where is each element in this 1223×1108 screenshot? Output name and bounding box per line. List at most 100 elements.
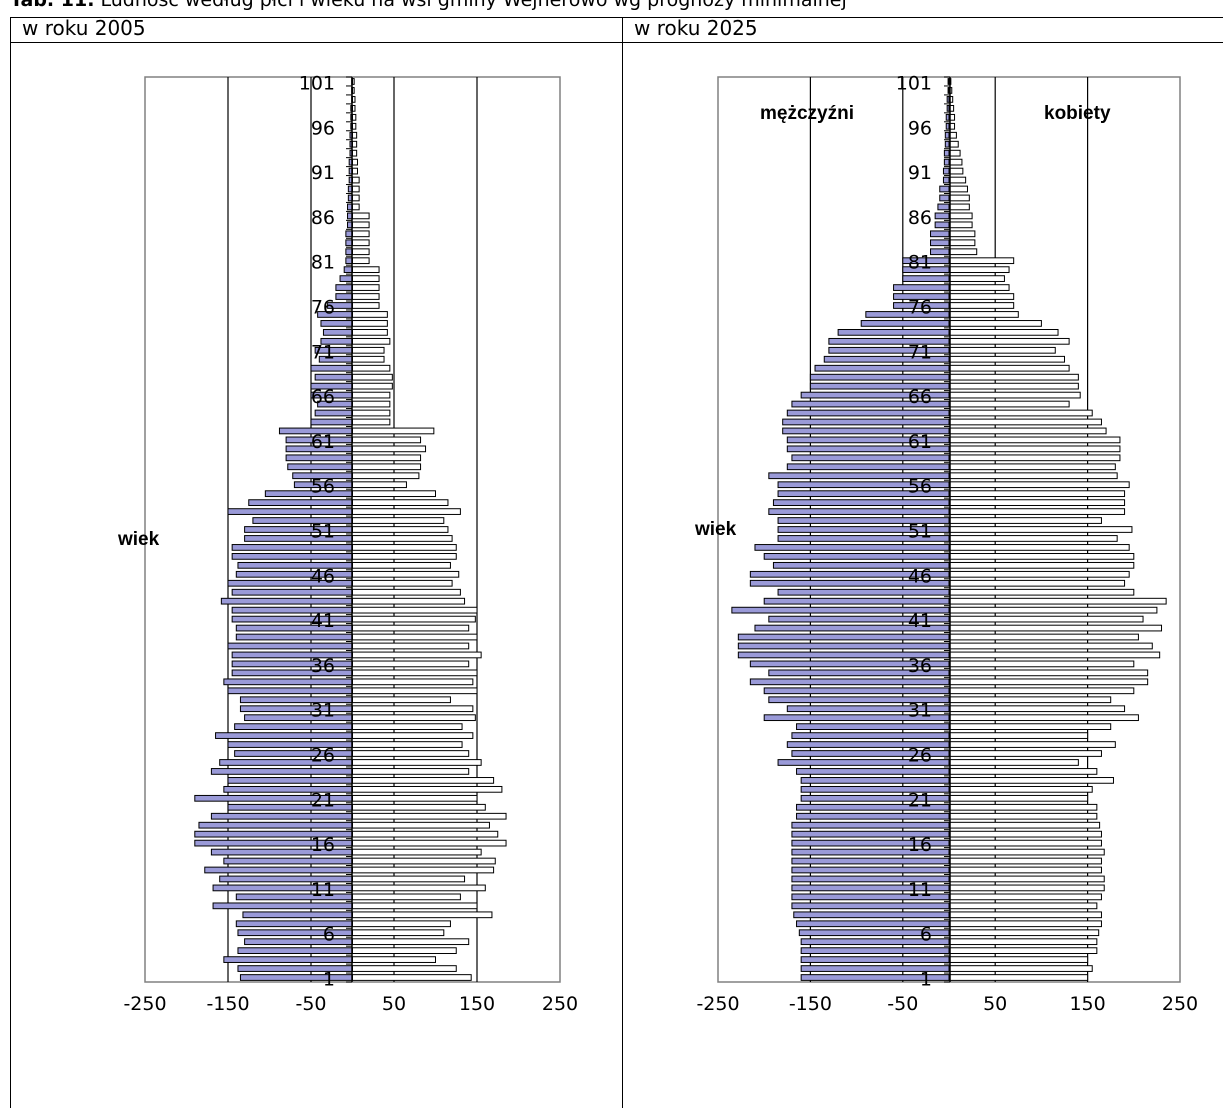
female-bar [948,597,1167,605]
female-bar [352,830,499,838]
male-bar [235,920,353,928]
female-bar [352,517,445,524]
female-bar [352,902,478,910]
female-bar [948,104,955,112]
age-tick-label: 91 [908,162,932,184]
age-tick-label: 6 [323,924,335,946]
female-bar [948,436,1121,444]
series-annotation: mężczyźni [760,103,854,124]
male-bar [227,687,353,695]
female-bar [352,355,385,363]
y-axis-label: wiek [694,519,737,540]
female-bar [352,427,435,435]
female-bar [948,320,1042,327]
female-bar [948,230,976,238]
age-tick-label: 41 [311,610,335,632]
male-bar [210,812,353,820]
female-bar [352,176,360,184]
male-bar [314,409,353,417]
female-bar [352,293,380,300]
male-bar [322,329,354,336]
female-bar [352,651,482,659]
female-bar [352,373,393,381]
age-tick-label: 11 [311,879,335,901]
female-bar [352,705,474,713]
female-bar [948,266,1010,274]
female-bar [352,723,463,730]
female-bar [352,597,466,605]
female-bar [352,463,422,471]
female-bar [948,812,1098,820]
female-bar [352,230,370,238]
female-bar [352,400,391,408]
female-bar [352,337,391,345]
male-bar [244,938,354,946]
female-bar [352,812,507,820]
female-bar [948,893,1102,901]
female-bar [352,275,380,282]
female-bar [352,131,358,139]
female-bar [352,158,358,166]
female-bar [948,651,1161,659]
x-tick-label: -50 [887,993,918,1015]
male-bar [242,911,353,919]
age-tick-label: 11 [908,879,932,901]
caption-text: Ludność według płci i wieku na wsi gminy… [100,0,847,11]
female-bar [948,785,1093,793]
age-tick-label: 56 [908,476,932,498]
x-tick-label: 250 [1162,993,1198,1015]
female-bar [948,588,1135,596]
male-bar [930,239,950,247]
female-bar [948,149,961,157]
age-tick-label: 1 [323,969,335,991]
male-bar [239,696,353,704]
female-bar [948,579,1126,587]
male-bar [786,463,950,471]
male-bar [198,821,353,829]
female-bar [352,96,356,103]
female-bar [352,284,380,291]
male-bar [220,597,353,605]
female-bar [352,266,380,274]
male-bar [837,329,950,336]
male-bar [772,499,950,506]
male-bar [239,705,353,713]
male-bar [934,212,950,220]
age-tick-label: 76 [311,296,335,318]
male-bar [223,678,353,686]
female-bar [948,418,1102,426]
female-bar [948,346,1056,354]
female-bar [948,794,1089,802]
male-bar [800,777,950,784]
female-bar [352,508,461,515]
female-bar [352,257,370,265]
male-bar [800,956,950,963]
female-bar [352,418,391,426]
female-bar [352,499,449,506]
female-bar [352,185,360,193]
male-bar [937,203,950,211]
male-bar [791,857,950,865]
female-bar [948,875,1105,883]
male-bar [749,678,950,686]
female-bar [948,257,1015,265]
age-tick-label: 81 [908,252,932,274]
female-bar [948,803,1098,811]
male-bar [227,508,353,515]
female-bar [948,472,1118,480]
age-tick-label: 61 [311,431,335,453]
female-bar [352,239,370,247]
age-tick-label: 21 [908,789,932,811]
female-bar [948,633,1139,641]
female-bar [948,678,1149,686]
male-bar [237,947,354,955]
y-axis-label: wiek [117,529,160,550]
male-bar [942,167,950,175]
female-bar [948,463,1116,471]
age-tick-label: 21 [311,789,335,811]
male-bar [943,149,950,157]
male-bar [215,732,353,739]
x-tick-label: -150 [206,993,249,1015]
age-tick-label: 46 [311,565,335,587]
male-bar [235,570,353,578]
